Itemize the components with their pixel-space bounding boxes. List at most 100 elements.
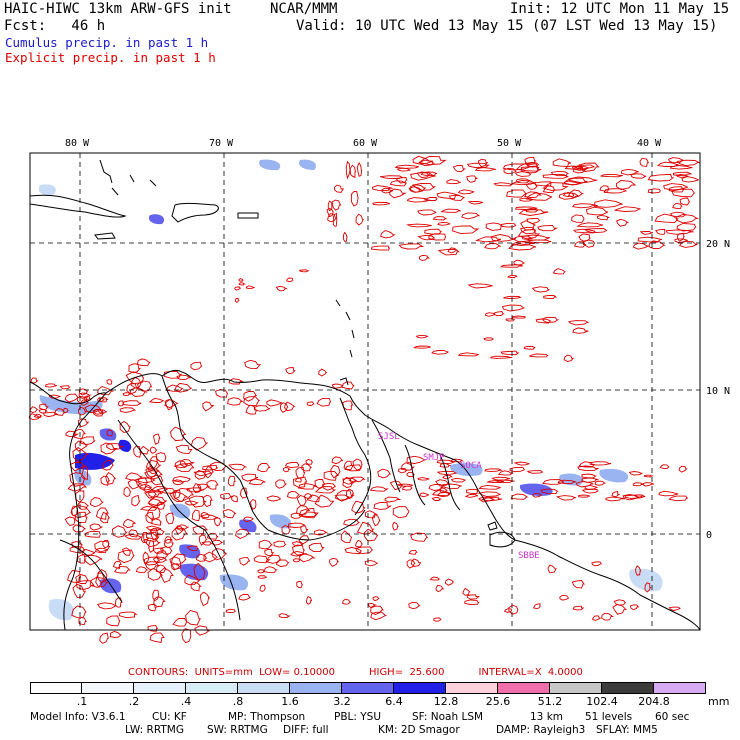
explicit-precip-contour [342,231,348,242]
explicit-precip-contour [64,393,80,403]
explicit-precip-contour [238,282,247,286]
explicit-legend-label: Explicit precip. in past 1 h [5,50,216,65]
explicit-precip-contour [659,464,670,469]
cumulus-precip-area [169,503,191,519]
explicit-precip-contour [408,549,418,555]
explicit-precip-contour [215,389,229,398]
explicit-precip-contour [174,525,185,536]
explicit-precip-contour [97,569,108,584]
explicit-precip-contour [447,247,458,254]
explicit-precip-contour [571,214,585,223]
explicit-precip-contour [620,168,639,176]
explicit-precip-contour [603,188,627,194]
explicit-precip-contour [601,612,614,621]
colorbar-cell [342,682,394,694]
explicit-precip-contour [296,580,303,589]
explicit-precip-contour [577,465,599,472]
explicit-precip-contour [532,492,543,498]
explicit-precip-contour [227,397,244,406]
explicit-precip-contour [436,470,457,475]
explicit-precip-contour [533,603,541,610]
cumulus-precip-area [449,463,483,476]
explicit-precip-contour [431,350,449,355]
station-label: SOCA [460,461,482,471]
explicit-precip-contour [372,201,391,206]
explicit-precip-contour [364,560,378,567]
contours-interval: INTERVAL=X 4.0000 [478,667,583,678]
explicit-precip-contour [518,209,549,216]
explicit-precip-contour [464,494,479,498]
explicit-precip-contour [258,539,273,550]
explicit-precip-contour [342,400,354,411]
explicit-precip-contour [148,397,164,403]
explicit-precip-contour [410,184,427,193]
explicit-precip-contour [148,498,164,507]
explicit-precip-contour [303,493,313,499]
explicit-precip-contour [681,176,699,183]
puerto-rico-coastline [237,212,259,219]
explicit-precip-contour [380,229,396,239]
explicit-precip-contour [514,171,532,177]
colorbar-tick-label: .8 [232,695,244,708]
explicit-precip-contour [122,392,131,397]
explicit-precip-contour [428,233,447,241]
cuba-coastline [29,194,127,218]
explicit-precip-contour [99,511,111,524]
explicit-precip-contour [171,527,188,541]
explicit-precip-contour [547,564,557,574]
explicit-precip-contour [245,404,258,415]
explicit-precip-contour [76,554,86,564]
explicit-precip-contour [677,232,685,242]
lon-label: 80 W [65,138,90,149]
explicit-precip-contour [181,628,192,644]
explicit-precip-contour [239,487,248,499]
explicit-precip-contour [204,465,214,479]
explicit-precip-contour [147,625,159,632]
explicit-precip-contour [467,283,493,289]
explicit-precip-contour [128,529,139,538]
explicit-precip-contour [411,182,436,191]
explicit-precip-contour [614,206,641,212]
contours-info: CONTOURS: UNITS=mm LOW= 0.10000 HIGH= 25.… [128,667,583,678]
explicit-precip-contour [676,159,700,167]
explicit-precip-contour [69,472,87,487]
explicit-precip-contour [99,397,109,403]
explicit-precip-contour [583,228,607,234]
explicit-precip-contour [502,163,533,171]
explicit-precip-contour [572,165,587,174]
explicit-precip-contour [306,401,315,406]
cumulus-precip-area [269,514,292,529]
explicit-precip-contour [273,540,287,548]
explicit-precip-contour [452,225,480,235]
explicit-precip-contour [164,399,174,411]
explicit-precip-contour [573,228,596,234]
explicit-precip-contour [632,482,645,487]
explicit-precip-contour [170,426,187,442]
explicit-precip-contour [78,406,88,416]
explicit-precip-contour [257,462,271,473]
explicit-precip-contour [89,497,105,508]
explicit-precip-contour [212,548,228,561]
explicit-precip-contour [172,617,188,627]
explicit-precip-contour [419,492,430,498]
explicit-precip-contour [420,171,438,177]
explicit-precip-contour [123,486,132,497]
explicit-precip-contour [503,167,517,175]
explicit-precip-contour [239,557,251,566]
explicit-precip-contour [301,463,313,472]
explicit-precip-contour [672,171,692,177]
explicit-precip-contour [406,197,430,203]
explicit-precip-contour [297,483,318,490]
explicit-precip-contour [557,479,577,484]
explicit-precip-contour [155,452,167,463]
explicit-precip-contour [169,491,189,502]
explicit-precip-contour [380,175,403,180]
explicit-precip-contour [235,297,240,303]
explicit-precip-contour [435,584,445,592]
explicit-precip-contour [370,245,391,251]
explicit-precip-contour [571,203,598,209]
explicit-precip-contour [144,491,158,499]
explicit-precip-contour [594,480,606,486]
explicit-precip-contour [577,494,591,498]
explicit-precip-contour [594,199,623,208]
